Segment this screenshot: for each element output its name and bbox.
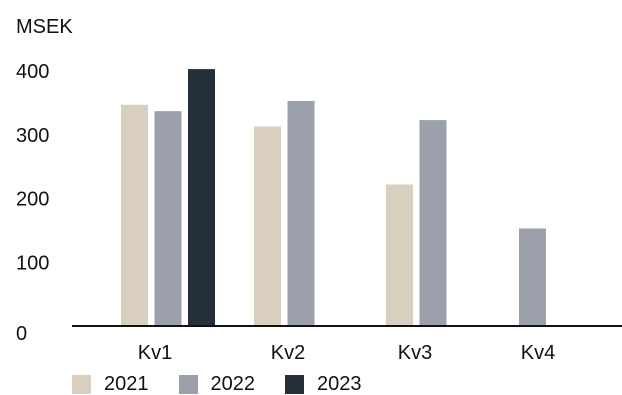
legend-item: 2023 xyxy=(285,374,362,394)
bar-2022-Kv4 xyxy=(519,228,546,326)
x-tick-label: Kv3 xyxy=(398,342,432,364)
bar-2022-Kv2 xyxy=(287,100,315,327)
y-axis-label: MSEK xyxy=(16,16,73,38)
legend-swatch xyxy=(72,374,91,394)
legend-label: 2022 xyxy=(210,373,256,395)
legend-item: 2021 xyxy=(72,374,149,394)
y-tick-label: 0 xyxy=(16,323,27,345)
bar-2021-Kv3 xyxy=(386,184,413,326)
x-tick-label: Kv2 xyxy=(271,342,305,364)
bar-2022-Kv3 xyxy=(419,120,447,327)
y-tick-label: 100 xyxy=(16,252,49,274)
legend-swatch xyxy=(285,374,304,394)
bar-2021-Kv2 xyxy=(254,126,281,327)
x-tick-label: Kv1 xyxy=(138,342,172,364)
y-tick-label: 200 xyxy=(16,189,49,211)
bar-2021-Kv1 xyxy=(121,104,148,326)
x-tick-label: Kv4 xyxy=(521,342,555,364)
bars-group xyxy=(121,69,546,327)
legend-swatch xyxy=(178,374,198,394)
bar-2022-Kv1 xyxy=(154,111,182,326)
y-axis-ticks: 0 100 200 300 400 xyxy=(16,61,49,345)
x-axis-ticks: Kv1 Kv2 Kv3 Kv4 xyxy=(138,342,555,364)
y-tick-label: 400 xyxy=(16,61,49,83)
legend-item: 2022 xyxy=(178,373,256,395)
legend-label: 2021 xyxy=(104,373,149,395)
bar-2023-Kv1 xyxy=(188,69,215,327)
legend-label: 2023 xyxy=(317,373,362,395)
y-tick-label: 300 xyxy=(16,125,49,147)
legend: 2021 2022 2023 xyxy=(72,374,392,394)
